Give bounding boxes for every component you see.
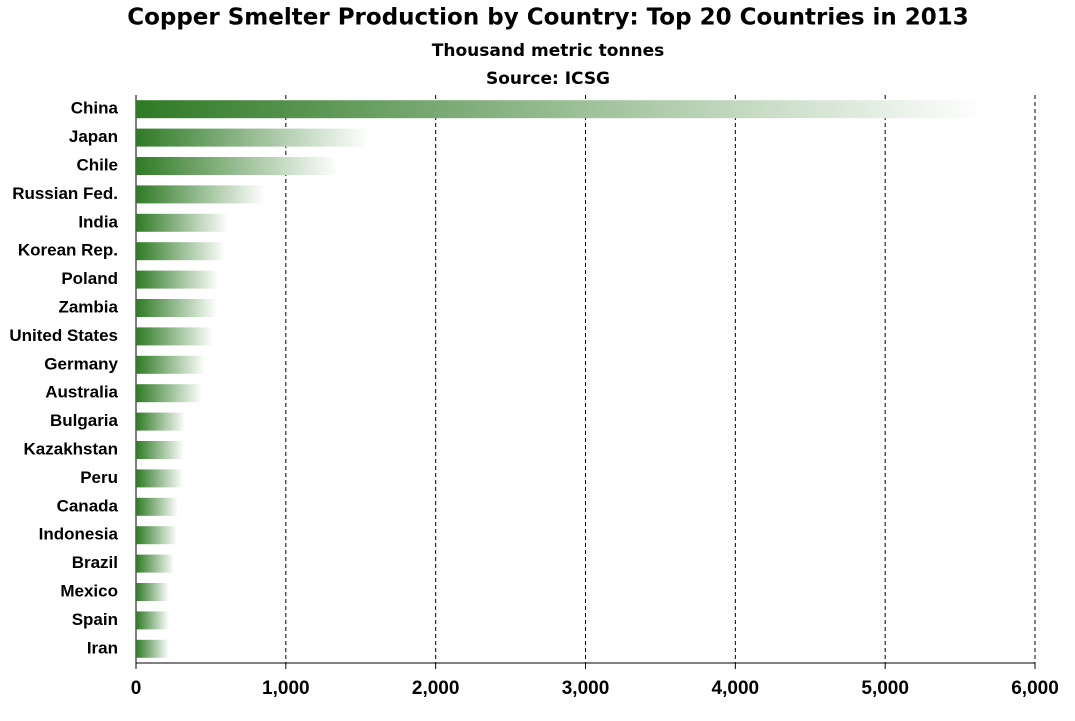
- y-tick-label: Iran: [87, 638, 118, 657]
- bar: [136, 611, 169, 630]
- chart-source: Source: ICSG: [486, 69, 610, 89]
- x-tick-label: 1,000: [262, 678, 310, 699]
- y-tick-label: Russian Fed.: [12, 184, 118, 203]
- bar: [136, 242, 226, 261]
- bar: [136, 100, 986, 119]
- y-tick-label: Peru: [80, 468, 118, 487]
- y-tick-label: India: [78, 212, 118, 231]
- x-tick-label: 6,000: [1011, 678, 1059, 699]
- y-tick-label: Indonesia: [39, 525, 119, 544]
- y-tick-label: China: [71, 99, 119, 118]
- y-tick-label: Japan: [69, 127, 118, 146]
- y-tick-label: Poland: [61, 269, 118, 288]
- y-tick-label: Germany: [44, 354, 118, 373]
- bar: [136, 526, 178, 545]
- x-tick-label: 4,000: [712, 678, 760, 699]
- y-tick-label: Kazakhstan: [24, 439, 118, 458]
- bar: [136, 554, 175, 573]
- bar: [136, 469, 184, 488]
- bar: [136, 441, 184, 459]
- y-tick-label: Spain: [72, 610, 118, 629]
- x-tick-label: 3,000: [562, 678, 610, 699]
- y-tick-label: Mexico: [60, 581, 118, 600]
- y-tick-label: Korean Rep.: [18, 241, 118, 260]
- chart-title: Copper Smelter Production by Country: To…: [127, 5, 969, 31]
- bar: [136, 270, 219, 289]
- bar: [136, 384, 202, 403]
- y-tick-label: Zambia: [58, 297, 118, 316]
- bar: [136, 583, 169, 601]
- y-tick-label: Australia: [45, 383, 118, 402]
- bar: [136, 327, 214, 346]
- bar: [136, 128, 369, 147]
- chart-subtitle: Thousand metric tonnes: [432, 41, 665, 61]
- y-tick-label: Canada: [57, 496, 119, 515]
- bar: [136, 412, 186, 431]
- bar: [136, 639, 169, 658]
- bar: [136, 185, 265, 204]
- y-tick-label: Bulgaria: [50, 411, 119, 430]
- bar: [136, 213, 229, 232]
- y-tick-label: Chile: [76, 155, 118, 174]
- x-tick-label: 5,000: [861, 678, 909, 699]
- bar: [136, 299, 217, 317]
- bar: [136, 497, 178, 516]
- x-tick-label: 0: [131, 678, 142, 699]
- y-tick-label: Brazil: [72, 553, 118, 572]
- y-tick-label: United States: [9, 326, 118, 345]
- bar: [136, 355, 205, 374]
- bar: [136, 157, 339, 175]
- x-tick-label: 2,000: [412, 678, 460, 699]
